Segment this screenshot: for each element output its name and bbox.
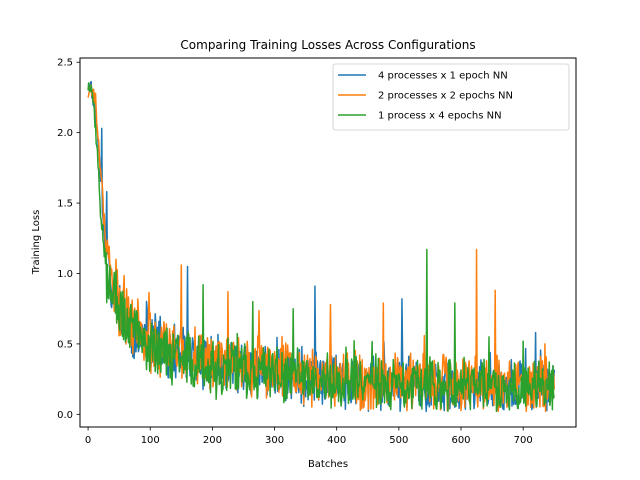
x-tick-label: 700: [514, 435, 533, 446]
series-line-3: [87, 82, 555, 413]
x-tick-label: 400: [327, 435, 346, 446]
x-tick-label: 100: [141, 435, 160, 446]
x-tick-label: 500: [389, 435, 408, 446]
legend-entry: 2 processes x 2 epochs NN: [378, 91, 513, 102]
chart-title: Comparing Training Losses Across Configu…: [180, 38, 475, 52]
y-tick-label: 0.0: [57, 410, 73, 421]
legend-box: [332, 63, 570, 131]
y-tick-label: 1.5: [57, 199, 73, 210]
series-layer: [87, 80, 555, 413]
x-axis: 0 100 200 300 400 500 600 700: [85, 427, 533, 446]
y-axis: 0.0 0.5 1.0 1.5 2.0 2.5: [57, 58, 80, 421]
y-tick-label: 2.5: [57, 58, 73, 69]
x-axis-label: Batches: [308, 459, 348, 470]
legend: 4 processes x 1 epoch NN 2 processes x 2 …: [332, 63, 570, 131]
plot-frame: [79, 57, 577, 428]
x-tick-label: 300: [265, 435, 284, 446]
y-tick-label: 1.0: [57, 269, 73, 280]
y-tick-label: 2.0: [57, 128, 73, 139]
x-tick-label: 600: [451, 435, 470, 446]
x-tick-label: 200: [203, 435, 222, 446]
y-tick-label: 0.5: [57, 339, 73, 350]
x-tick-label: 0: [85, 435, 91, 446]
legend-entry: 4 processes x 1 epoch NN: [378, 71, 508, 82]
legend-entry: 1 process x 4 epochs NN: [378, 111, 502, 122]
y-axis-label: Training Loss: [31, 210, 42, 276]
